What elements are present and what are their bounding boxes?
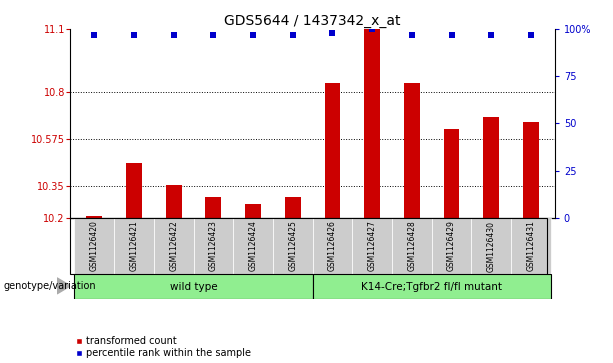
Bar [166, 185, 181, 218]
Text: GSM1126430: GSM1126430 [487, 221, 496, 272]
Bar [126, 163, 142, 218]
Text: GSM1126421: GSM1126421 [129, 221, 139, 272]
Bar [313, 218, 352, 274]
Bar [273, 218, 313, 274]
Point [486, 32, 496, 38]
Bar [444, 129, 460, 218]
Bar [114, 218, 154, 274]
Point [367, 26, 377, 32]
Bar [352, 218, 392, 274]
Text: GSM1126422: GSM1126422 [169, 221, 178, 272]
Point [447, 32, 457, 38]
Point [407, 32, 417, 38]
Title: GDS5644 / 1437342_x_at: GDS5644 / 1437342_x_at [224, 14, 401, 28]
Bar [245, 204, 261, 218]
Bar [205, 197, 221, 218]
Bar [511, 218, 551, 274]
Polygon shape [57, 278, 70, 294]
Bar [432, 218, 471, 274]
Bar [364, 29, 380, 218]
Bar [74, 218, 114, 274]
Text: GSM1126424: GSM1126424 [249, 221, 257, 272]
Text: wild type: wild type [170, 282, 218, 292]
Bar [404, 82, 420, 218]
Bar [392, 218, 432, 274]
Text: genotype/variation: genotype/variation [3, 281, 96, 291]
Text: GSM1126425: GSM1126425 [288, 221, 297, 272]
Text: GSM1126420: GSM1126420 [90, 221, 99, 272]
Legend: transformed count, percentile rank within the sample: transformed count, percentile rank withi… [75, 336, 251, 358]
Bar [483, 117, 499, 218]
Bar [154, 218, 194, 274]
Text: GSM1126428: GSM1126428 [408, 221, 416, 272]
Bar [194, 218, 233, 274]
Text: GSM1126426: GSM1126426 [328, 221, 337, 272]
Bar [523, 122, 539, 218]
Point [208, 32, 218, 38]
Bar [471, 218, 511, 274]
Text: GSM1126431: GSM1126431 [527, 221, 535, 272]
Point [327, 30, 337, 36]
Point [248, 32, 258, 38]
Text: GSM1126423: GSM1126423 [209, 221, 218, 272]
Text: GSM1126429: GSM1126429 [447, 221, 456, 272]
Text: GSM1126427: GSM1126427 [368, 221, 376, 272]
Bar [313, 274, 551, 299]
Point [89, 32, 99, 38]
Text: K14-Cre;Tgfbr2 fl/fl mutant: K14-Cre;Tgfbr2 fl/fl mutant [361, 282, 502, 292]
Point [526, 32, 536, 38]
Bar [74, 274, 313, 299]
Point [169, 32, 178, 38]
Point [129, 32, 139, 38]
Point [288, 32, 298, 38]
Bar [324, 82, 340, 218]
Bar [285, 197, 301, 218]
Bar [86, 216, 102, 218]
Bar [233, 218, 273, 274]
